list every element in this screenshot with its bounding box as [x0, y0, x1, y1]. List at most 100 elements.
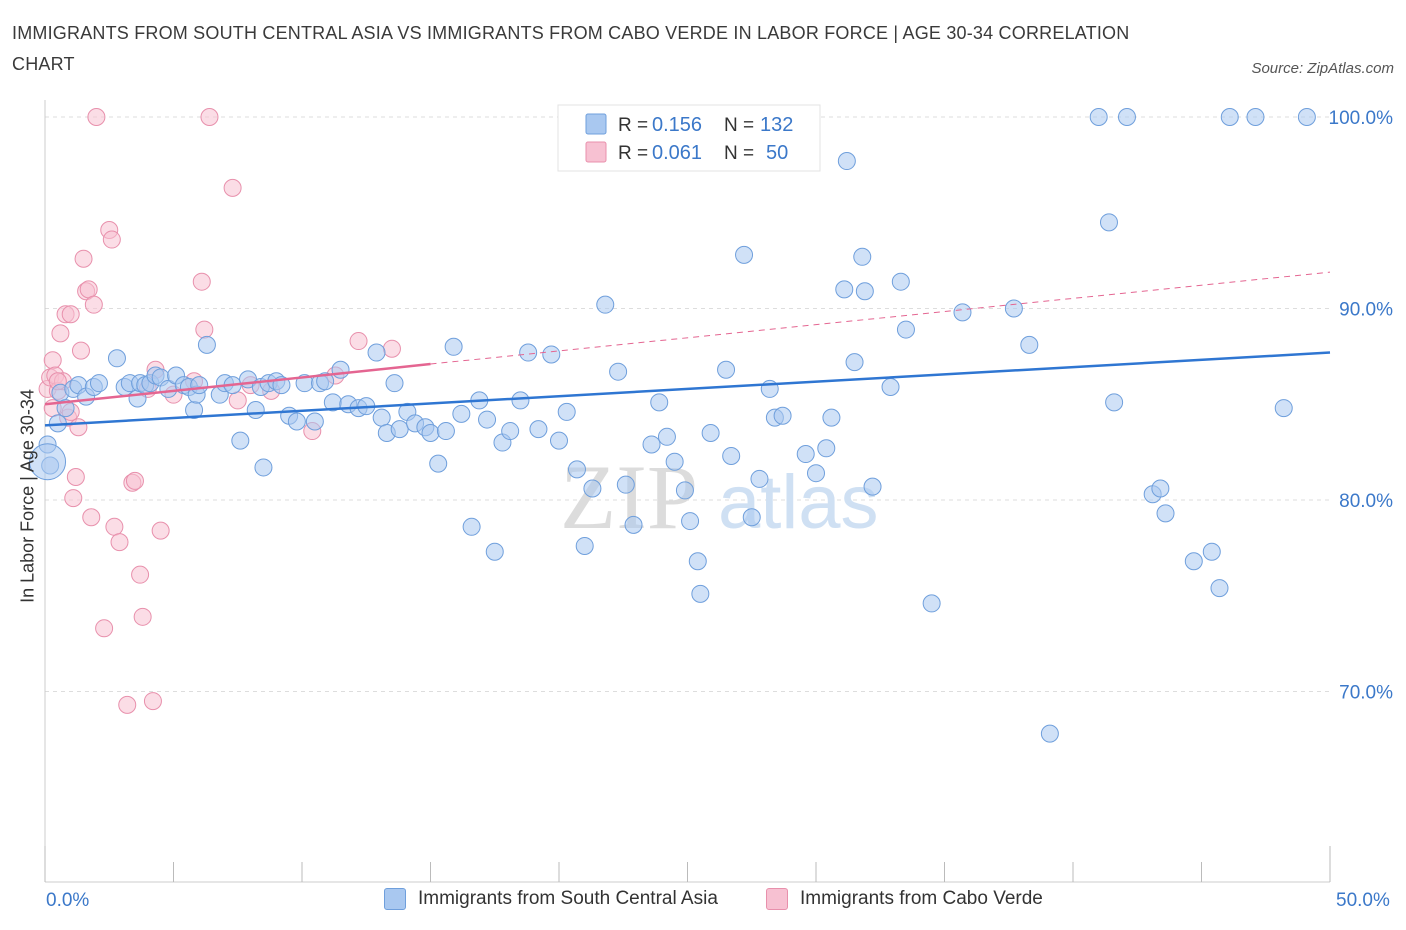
legend: Immigrants from South Central Asia Immig…: [0, 888, 1406, 918]
point-south-central-asia-67: [501, 422, 520, 441]
point-south-central-asia-78: [609, 362, 628, 381]
point-south-central-asia-126: [1246, 108, 1265, 126]
point-cabo-verde-14: [74, 249, 93, 268]
point-cabo-verde-5: [51, 324, 70, 343]
point-south-central-asia-70: [529, 420, 548, 439]
point-south-central-asia-74: [567, 460, 586, 479]
stats-r-value-1: 0.156: [652, 114, 702, 136]
point-cabo-verde-16: [79, 280, 98, 299]
point-cabo-verde-24: [110, 533, 129, 552]
point-south-central-asia-101: [822, 408, 841, 427]
legend-item-south-central-asia: Immigrants from South Central Asia: [384, 888, 718, 910]
point-south-central-asia-113: [1020, 335, 1039, 354]
point-south-central-asia-121: [1156, 504, 1175, 523]
point-cabo-verde-39: [223, 178, 242, 197]
point-south-central-asia-123: [1202, 542, 1221, 561]
point-south-central-asia-99: [807, 464, 825, 483]
point-south-central-asia-86: [681, 512, 700, 531]
point-south-central-asia-50: [372, 408, 391, 427]
point-south-central-asia-85: [675, 481, 694, 500]
point-south-central-asia-43: [316, 372, 335, 391]
point-cabo-verde-29: [133, 607, 152, 626]
point-south-central-asia-80: [624, 515, 643, 534]
point-south-central-asia-52: [385, 374, 404, 393]
point-south-central-asia-116: [1099, 213, 1118, 232]
stats-n-label-2: N =: [724, 143, 754, 164]
series-cabo-verde: [38, 108, 401, 714]
stats-swatch-pink: [585, 141, 607, 163]
point-south-central-asia-122: [1184, 552, 1203, 571]
point-south-central-asia-118: [1117, 108, 1136, 126]
point-south-central-asia-83: [657, 427, 676, 446]
point-south-central-asia-71: [542, 345, 561, 364]
stats-n-label-1: N =: [724, 115, 754, 136]
point-south-central-asia-92: [735, 245, 754, 264]
point-south-central-asia-76: [583, 479, 602, 498]
point-south-central-asia-82: [650, 393, 669, 412]
point-cabo-verde-13: [71, 341, 90, 360]
point-cabo-verde-37: [195, 320, 214, 339]
point-cabo-verde-10: [64, 489, 83, 508]
point-south-central-asia-97: [773, 406, 792, 425]
chart-title: IMMIGRANTS FROM SOUTH CENTRAL ASIA VS IM…: [12, 23, 1130, 74]
y-tick-label-70: 70.0%: [1339, 683, 1393, 704]
point-south-central-asia-60: [444, 337, 463, 356]
point-south-central-asia-4: [56, 399, 75, 418]
point-south-central-asia-79: [616, 475, 635, 494]
point-cabo-verde-2: [43, 351, 62, 370]
point-south-central-asia-105: [855, 282, 874, 301]
stats-box: R = 0.156 N = 132 R = 0.061 N = 50: [557, 104, 821, 172]
point-south-central-asia-32: [246, 400, 265, 419]
y-tick-label-90: 90.0%: [1339, 300, 1393, 321]
point-south-central-asia-30: [231, 431, 250, 450]
point-cabo-verde-12: [69, 418, 88, 437]
point-south-central-asia-84: [665, 452, 684, 471]
series-south-central-asia: [29, 108, 1316, 743]
legend-swatch-pink: [766, 888, 788, 910]
point-south-central-asia-89: [701, 423, 720, 442]
point-south-central-asia-124: [1210, 579, 1229, 598]
point-south-central-asia-34: [254, 458, 273, 477]
x-tick-label-max: 50.0%: [1336, 890, 1390, 911]
trend-line-south-central-asia: [44, 351, 1331, 427]
point-south-central-asia-117: [1105, 393, 1124, 412]
legend-swatch-blue: [384, 888, 406, 910]
point-south-central-asia-91: [722, 446, 741, 465]
point-cabo-verde-9: [61, 305, 80, 324]
point-south-central-asia-128: [1297, 108, 1316, 126]
point-cabo-verde-27: [125, 471, 144, 490]
stats-r-label-2: R =: [618, 143, 648, 164]
y-tick-label-80: 80.0%: [1339, 491, 1393, 512]
point-south-central-asia-108: [891, 272, 910, 291]
point-south-central-asia-62: [462, 517, 481, 536]
point-south-central-asia-61: [452, 404, 471, 423]
point-south-central-asia-120: [1151, 479, 1170, 498]
point-south-central-asia-45: [331, 360, 350, 379]
point-south-central-asia-107: [881, 378, 900, 397]
point-cabo-verde-49: [382, 339, 401, 358]
point-south-central-asia-9: [89, 374, 108, 393]
trend-line-cabo-verde: [44, 362, 431, 406]
stats-r-value-2: 0.061: [652, 142, 702, 164]
point-south-central-asia-104: [853, 247, 872, 266]
point-cabo-verde-11: [66, 468, 85, 487]
legend-item-cabo-verde: Immigrants from Cabo Verde: [766, 888, 1043, 910]
point-south-central-asia-77: [596, 295, 615, 314]
stats-n-value-1: 132: [760, 114, 793, 136]
legend-label-south-central-asia: Immigrants from South Central Asia: [418, 888, 718, 909]
x-tick-label-min: 0.0%: [46, 890, 90, 911]
point-south-central-asia-102: [835, 280, 854, 299]
source-credit: Source: ZipAtlas.com: [1251, 60, 1394, 77]
watermark: ZIP atlas: [560, 446, 879, 548]
point-south-central-asia-93: [742, 508, 761, 527]
point-south-central-asia-41: [305, 412, 324, 431]
point-south-central-asia-90: [717, 360, 736, 379]
point-cabo-verde-45: [349, 332, 368, 351]
point-south-central-asia-72: [550, 431, 568, 450]
point-south-central-asia-125: [1220, 108, 1239, 126]
point-south-central-asia-57: [421, 423, 440, 442]
y-tick-label-100: 100.0%: [1329, 108, 1394, 129]
point-south-central-asia-111: [953, 303, 972, 322]
point-south-central-asia-112: [1004, 299, 1023, 318]
point-south-central-asia-69: [519, 343, 538, 362]
